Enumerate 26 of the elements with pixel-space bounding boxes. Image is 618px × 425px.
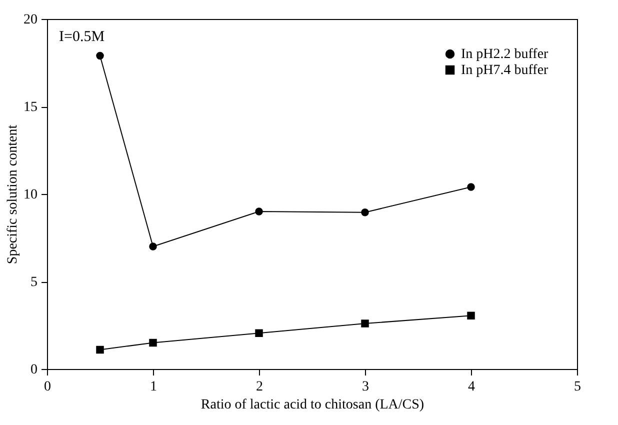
y-tick-label: 0 [30,362,38,378]
point [255,329,263,337]
x-tick-label: 0 [44,380,51,394]
point [467,183,475,191]
x-tick-label: 3 [362,380,369,394]
legend-label: In pH7.4 buffer [461,63,549,78]
point [149,338,157,347]
x-tick-label: 2 [256,380,263,394]
annotation: I=0.5M [59,29,105,45]
point [361,320,369,328]
y-tick-label: 20 [24,12,38,28]
point [96,346,104,354]
point [361,208,369,216]
y-tick-label: 15 [24,100,38,115]
point [467,312,475,320]
y-axis-title: Specific solution content [6,124,20,264]
y-tick-label: 10 [24,188,38,202]
x-axis-title: Ratio of lactic acid to chitosan (LA/CS) [200,398,424,412]
x-tick-label: 5 [574,380,581,394]
point [255,208,263,216]
point [149,242,157,250]
legend-label: In pH2.2 buffer [461,47,549,62]
y-tick-label: 5 [30,275,38,290]
point [96,52,104,60]
x-tick-label: 1 [150,380,157,394]
x-tick-label: 4 [468,380,475,394]
